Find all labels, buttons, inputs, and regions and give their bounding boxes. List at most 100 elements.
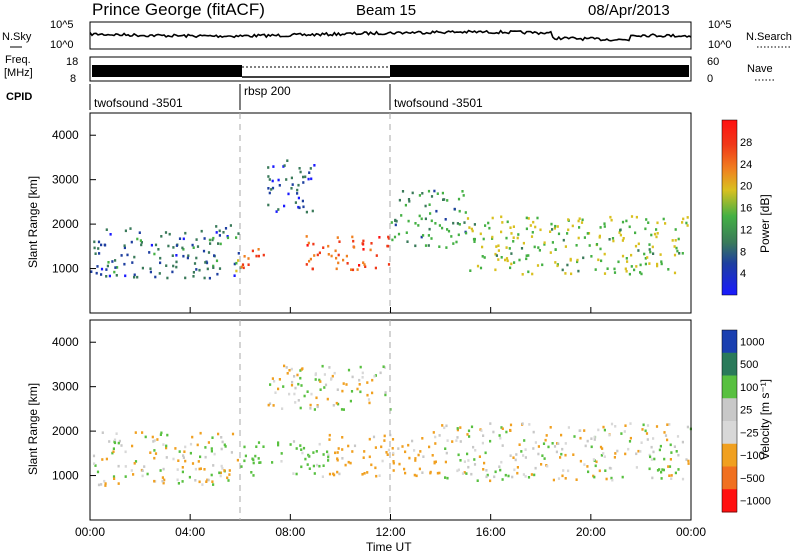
- data-cell: [476, 479, 479, 482]
- data-cell: [541, 454, 544, 457]
- data-cell: [203, 237, 206, 240]
- data-cell: [624, 424, 627, 427]
- data-cell: [211, 238, 214, 242]
- data-cell: [113, 438, 117, 442]
- data-cell: [117, 464, 120, 468]
- data-cell: [277, 387, 280, 391]
- data-cell: [453, 207, 456, 211]
- data-cell: [444, 447, 447, 450]
- time-tick-label: 12:00: [376, 525, 406, 539]
- data-cell: [625, 257, 628, 260]
- data-cell: [327, 459, 330, 462]
- data-cell: [150, 243, 153, 247]
- data-cell: [274, 391, 277, 394]
- data-cell: [528, 423, 531, 426]
- data-cell: [533, 473, 536, 477]
- data-cell: [336, 236, 339, 239]
- data-cell: [667, 268, 670, 271]
- data-cell: [521, 422, 524, 425]
- data-cell: [467, 459, 470, 462]
- data-cell: [301, 451, 304, 455]
- data-cell: [308, 467, 311, 470]
- data-cell: [527, 270, 530, 274]
- data-cell: [97, 240, 101, 244]
- data-cell: [341, 457, 344, 460]
- data-cell: [509, 454, 512, 457]
- time-tick-label: 20:00: [576, 525, 606, 539]
- data-cell: [551, 228, 554, 231]
- data-cell: [545, 434, 548, 437]
- data-cell: [463, 221, 466, 224]
- data-cell: [487, 221, 490, 225]
- data-cell: [652, 450, 655, 454]
- data-cell: [648, 467, 651, 471]
- data-cell: [242, 266, 245, 270]
- data-cell: [418, 194, 421, 197]
- data-cell: [501, 478, 504, 481]
- data-cell: [210, 447, 213, 450]
- data-cell: [194, 467, 197, 471]
- data-cell: [191, 243, 194, 247]
- data-cell: [241, 263, 245, 266]
- cpid-segment-1: twofsound -3501: [94, 96, 183, 110]
- data-cell: [211, 480, 214, 483]
- data-cell: [327, 455, 330, 459]
- data-cell: [116, 266, 119, 269]
- data-cell: [319, 388, 322, 391]
- data-cell: [316, 405, 319, 409]
- data-cell: [414, 244, 417, 248]
- range-tick-label: 3000: [52, 173, 79, 187]
- data-cell: [371, 391, 374, 395]
- data-cell: [358, 264, 361, 267]
- data-cell: [463, 460, 466, 463]
- data-cell: [337, 402, 340, 406]
- data-cell: [352, 239, 355, 243]
- data-cell: [685, 221, 688, 225]
- data-cell: [391, 238, 394, 242]
- data-cell: [554, 224, 557, 228]
- data-cell: [149, 267, 152, 270]
- data-cell: [438, 224, 441, 227]
- data-cell: [131, 261, 134, 264]
- power-colorbar-tick: 4: [740, 268, 746, 280]
- data-cell: [608, 238, 611, 241]
- data-cell: [663, 457, 666, 461]
- data-cell: [177, 482, 180, 485]
- data-cell: [250, 471, 253, 474]
- data-cell: [257, 254, 260, 258]
- data-cell: [403, 467, 406, 471]
- data-cell: [419, 450, 422, 453]
- data-cell: [553, 227, 556, 230]
- data-cell: [267, 403, 270, 407]
- data-cell: [324, 383, 328, 387]
- data-cell: [310, 177, 313, 181]
- data-cell: [580, 221, 584, 224]
- data-cell: [602, 425, 605, 429]
- data-cell: [105, 275, 108, 278]
- data-cell: [296, 192, 299, 195]
- data-cell: [544, 438, 547, 442]
- data-cell: [194, 479, 197, 482]
- data-cell: [226, 476, 229, 480]
- data-cell: [610, 422, 614, 426]
- data-cell: [466, 433, 469, 436]
- data-cell: [202, 249, 206, 253]
- data-cell: [98, 252, 101, 255]
- range-tick-label: 4000: [52, 128, 79, 142]
- data-cell: [283, 164, 286, 167]
- data-cell: [663, 431, 666, 434]
- data-cell: [308, 171, 311, 174]
- data-cell: [461, 472, 465, 475]
- data-cell: [364, 265, 367, 268]
- data-cell: [677, 468, 680, 471]
- data-cell: [342, 258, 345, 262]
- data-cell: [297, 183, 300, 187]
- data-cell: [221, 440, 224, 444]
- data-cell: [500, 230, 503, 234]
- time-axis-label: Time UT: [366, 540, 412, 554]
- data-cell: [312, 242, 315, 246]
- data-cell: [213, 452, 216, 456]
- data-cell: [337, 253, 340, 257]
- data-cell: [141, 469, 144, 472]
